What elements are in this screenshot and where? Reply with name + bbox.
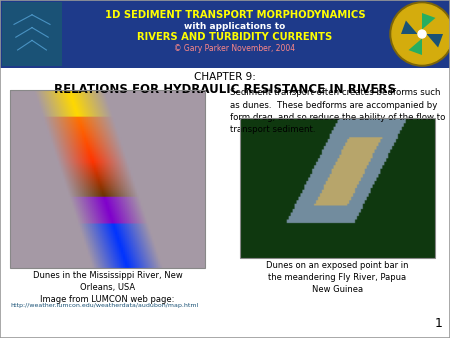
Text: http://weather.lumcon.edu/weatherdata/audubon/map.html: http://weather.lumcon.edu/weatherdata/au… (10, 303, 198, 308)
Bar (2, 2, 62, 66)
Bar (240, 118, 435, 258)
Text: CHAPTER 9:: CHAPTER 9: (194, 72, 256, 82)
Polygon shape (401, 21, 418, 34)
Text: with applications to: with applications to (184, 22, 286, 31)
Text: RELATIONS FOR HYDRAULIC RESISTANCE IN RIVERS: RELATIONS FOR HYDRAULIC RESISTANCE IN RI… (54, 83, 396, 96)
Text: Dunes on an exposed point bar in
the meandering Fly River, Papua
New Guinea: Dunes on an exposed point bar in the mea… (266, 261, 409, 294)
Text: Dunes in the Mississippi River, New
Orleans, USA
Image from LUMCON web page:: Dunes in the Mississippi River, New Orle… (32, 271, 182, 304)
Polygon shape (427, 34, 443, 48)
Bar (10, 90, 205, 268)
Bar (0, 0, 450, 68)
Text: 1: 1 (435, 317, 443, 330)
Text: 1D SEDIMENT TRANSPORT MORPHODYNAMICS: 1D SEDIMENT TRANSPORT MORPHODYNAMICS (105, 10, 365, 20)
Circle shape (396, 8, 448, 60)
Text: © Gary Parker November, 2004: © Gary Parker November, 2004 (175, 44, 296, 53)
Polygon shape (409, 39, 422, 55)
Text: RIVERS AND TURBIDITY CURRENTS: RIVERS AND TURBIDITY CURRENTS (137, 32, 333, 42)
Text: Sediment transport often creates bedforms such
as dunes.  These bedforms are acc: Sediment transport often creates bedform… (230, 88, 446, 135)
Circle shape (390, 2, 450, 66)
Circle shape (418, 30, 426, 38)
Polygon shape (422, 13, 436, 29)
Circle shape (392, 4, 450, 64)
